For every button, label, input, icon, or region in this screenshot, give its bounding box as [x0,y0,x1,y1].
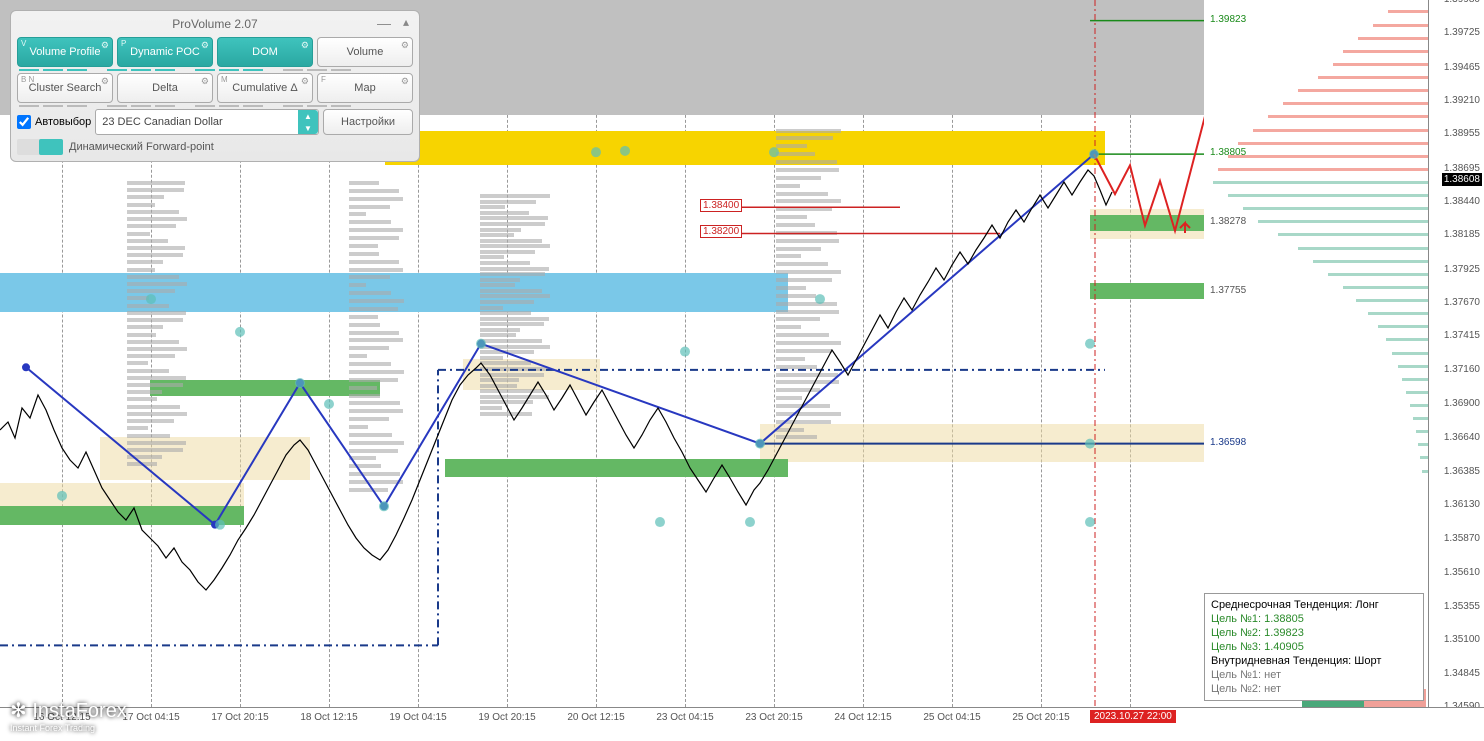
button-row-2: B NCluster Search⚙Delta⚙MCumulative Δ⚙FM… [17,73,413,103]
button-row-1: VVolume Profile⚙PDynamic POC⚙DOM⚙Volume⚙ [17,37,413,67]
spinner-icon[interactable]: ▲▼ [298,110,318,134]
fwd-label: Динамический Forward-point [69,141,214,153]
settings-button[interactable]: Настройки [323,109,413,135]
btn-volume-profile[interactable]: VVolume Profile⚙ [17,37,113,67]
panel-title: ProVolume 2.07 — ▴ [17,15,413,37]
auto-checkbox[interactable] [17,115,31,129]
btn-delta[interactable]: Delta⚙ [117,73,213,103]
logo-sub: Instant Forex Trading [10,723,127,733]
fwd-toggle[interactable] [17,139,63,155]
provolume-panel: ProVolume 2.07 — ▴ VVolume Profile⚙PDyna… [10,10,420,162]
auto-label: Автовыбор [35,116,91,128]
btn-dom[interactable]: DOM⚙ [217,37,313,67]
select-row: Автовыбор 23 DEC Canadian Dollar ▲▼ Наст… [17,109,413,135]
instrument-value: 23 DEC Canadian Dollar [102,116,222,128]
btn-dynamic-poc[interactable]: PDynamic POC⚙ [117,37,213,67]
row1-indicators [19,69,413,71]
btn-cluster-search[interactable]: B NCluster Search⚙ [17,73,113,103]
trend-mid-title: Среднесрочная Тенденция: Лонг [1211,598,1417,612]
minimize-icon[interactable]: — [377,15,391,31]
trend-intra-title: Внутридневная Тенденция: Шорт [1211,654,1417,668]
info-box: Среднесрочная Тенденция: Лонг Цель №1: 1… [1204,593,1424,701]
btn-cumulative-δ[interactable]: MCumulative Δ⚙ [217,73,313,103]
y-axis: 1.399801.397251.394651.392101.389551.386… [1428,0,1484,707]
row2-indicators [19,105,413,107]
target-s1: Цель №1: нет [1211,668,1417,682]
instrument-select[interactable]: 23 DEC Canadian Dollar ▲▼ [95,109,319,135]
target-s2: Цель №2: нет [1211,682,1417,696]
target-2: Цель №2: 1.39823 [1211,626,1417,640]
btn-map[interactable]: FMap⚙ [317,73,413,103]
target-1: Цель №1: 1.38805 [1211,612,1417,626]
btn-volume[interactable]: Volume⚙ [317,37,413,67]
logo-text: InstaForex [32,700,126,722]
panel-title-text: ProVolume 2.07 [172,17,257,31]
logo: ✻ InstaForex Instant Forex Trading [10,698,127,733]
close-icon[interactable]: ▴ [403,15,409,29]
x-axis: 16 Oct 12:1517 Oct 04:1517 Oct 20:1518 O… [0,707,1484,741]
target-3: Цель №3: 1.40905 [1211,640,1417,654]
fwd-row: Динамический Forward-point [17,139,413,155]
